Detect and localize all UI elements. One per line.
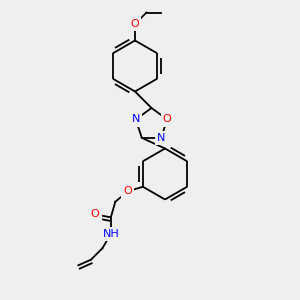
Text: O: O <box>91 209 100 219</box>
Text: N: N <box>157 133 165 143</box>
Text: O: O <box>130 19 140 29</box>
Text: NH: NH <box>102 229 119 239</box>
Text: O: O <box>124 186 132 196</box>
Text: O: O <box>163 114 172 124</box>
Text: N: N <box>132 114 140 124</box>
